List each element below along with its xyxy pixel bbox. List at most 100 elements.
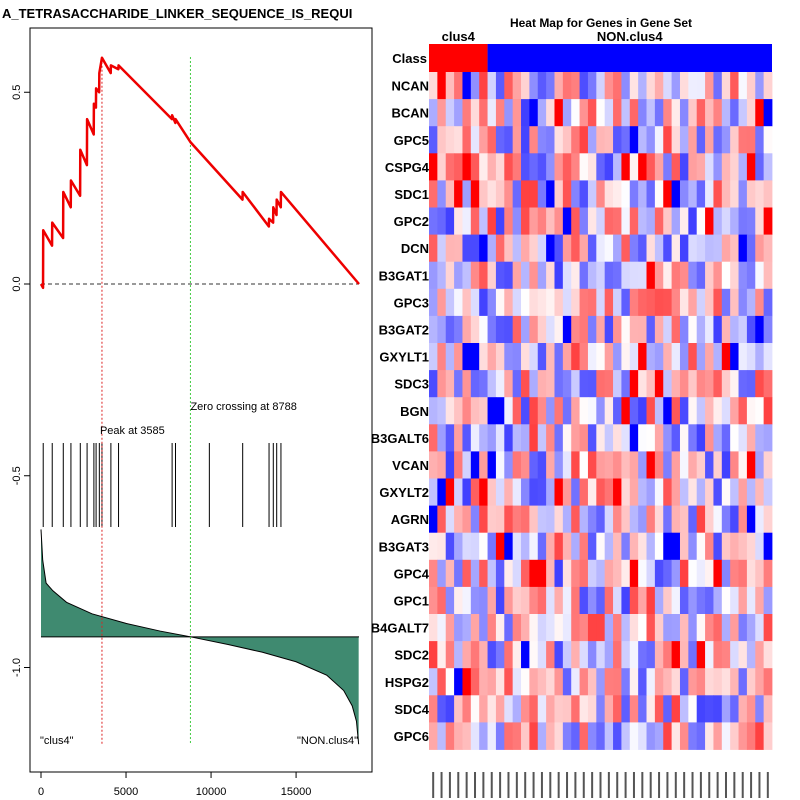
heatmap-cell: [429, 99, 438, 127]
heatmap-cell: [495, 614, 505, 642]
row-label: GPC4: [394, 566, 430, 581]
heatmap-cell: [688, 451, 698, 479]
heatmap-cell: [755, 641, 765, 669]
heatmap-cell: [537, 370, 547, 398]
heatmap-cell: [629, 180, 639, 208]
heatmap-cell: [688, 532, 698, 561]
heatmap-cell: [587, 722, 597, 750]
heatmap-cell: [738, 451, 748, 479]
heatmap-cell: [679, 153, 689, 181]
heatmap-cell: [621, 505, 631, 534]
heatmap-cell: [746, 614, 756, 642]
heatmap-cell: [746, 315, 756, 344]
column-sample-tick: [599, 772, 602, 798]
column-sample-tick: [566, 772, 569, 798]
heatmap-cell: [663, 424, 673, 452]
heatmap-cell: [604, 343, 614, 371]
heatmap-cell: [454, 668, 463, 696]
heatmap-cell: [663, 153, 673, 181]
heatmap-cell: [696, 668, 706, 696]
heatmap-cell: [705, 315, 714, 344]
heatmap-cell: [638, 505, 647, 534]
column-sample-tick: [574, 772, 577, 798]
heatmap-cell: [604, 559, 614, 588]
heatmap-cell: [763, 315, 773, 344]
heatmap-cell: [755, 695, 765, 723]
heatmap-cell: [621, 641, 631, 669]
heatmap-cell: [596, 695, 606, 723]
heatmap-cell: [730, 586, 739, 615]
heatmap-cell: [654, 614, 664, 642]
heatmap-cell: [721, 153, 731, 181]
heatmap-cell: [571, 641, 580, 669]
heatmap-cell: [671, 207, 681, 235]
heatmap-cell: [521, 559, 530, 588]
heatmap-cell: [504, 451, 514, 479]
heatmap-cell: [521, 722, 530, 750]
heatmap-cell: [521, 586, 530, 615]
heatmap-cell: [738, 153, 748, 181]
heatmap-cell: [529, 207, 539, 235]
heatmap-cell: [487, 72, 497, 100]
heatmap-cell: [537, 72, 547, 100]
heatmap-cell: [646, 614, 656, 642]
heatmap-cell: [721, 72, 731, 100]
heatmap-cell: [571, 505, 580, 534]
heatmap-cell: [629, 478, 639, 506]
heatmap-cell: [721, 451, 731, 479]
heatmap-cell: [587, 478, 597, 506]
heatmap-cell: [696, 153, 706, 181]
heatmap-cell: [504, 478, 514, 506]
heatmap-cell: [587, 505, 597, 534]
heatmap-cell: [604, 99, 614, 127]
column-sample-tick: [683, 772, 686, 798]
heatmap-cell: [613, 315, 622, 344]
heatmap-cell: [587, 559, 597, 588]
column-sample-tick: [474, 772, 477, 798]
heatmap-cell: [479, 261, 488, 290]
heatmap-cell: [445, 288, 455, 317]
row-label: GPC2: [394, 214, 429, 229]
heatmap-cell: [571, 153, 580, 181]
enrichment-score-line: [39, 56, 360, 290]
heatmap-cell: [654, 261, 664, 290]
heatmap-cell: [763, 668, 773, 696]
heatmap-cell: [671, 261, 681, 290]
heatmap-cell: [429, 695, 438, 723]
heatmap-cell: [604, 288, 614, 317]
heatmap-cell: [738, 641, 748, 669]
heatmap-cell: [613, 288, 622, 317]
heatmap-cell: [763, 559, 773, 588]
heatmap-cell: [554, 343, 564, 371]
heatmap-cell: [495, 153, 505, 181]
heatmap-cell: [721, 614, 731, 642]
heatmap-cell: [638, 478, 647, 506]
heatmap-cell: [613, 614, 622, 642]
heatmap-cell: [437, 722, 447, 750]
heatmap-cell: [763, 397, 773, 425]
heatmap-cell: [663, 668, 673, 696]
heatmap-cell: [462, 126, 472, 154]
heatmap-cell: [604, 668, 614, 696]
heatmap-cell: [663, 451, 673, 479]
heatmap-cell: [646, 315, 656, 344]
heatmap-cell: [445, 343, 455, 371]
row-label: B3GAT1: [379, 268, 429, 283]
heatmap-cell: [521, 505, 530, 534]
heatmap-cell: [671, 424, 681, 452]
heatmap-cell: [562, 641, 572, 669]
heatmap-cell: [462, 180, 472, 208]
heatmap-cell: [713, 234, 723, 263]
heatmap-cell: [654, 641, 664, 669]
heatmap-cell: [679, 397, 689, 425]
heatmap-cell: [730, 424, 739, 452]
heatmap-cell: [730, 397, 739, 425]
heatmap-cell: [587, 614, 597, 642]
heatmap-cell: [587, 451, 597, 479]
heatmap-cell: [504, 586, 514, 615]
heatmap-cell: [579, 234, 589, 263]
heatmap-cell: [721, 668, 731, 696]
heatmap-cell: [746, 72, 756, 100]
heatmap-cell: [705, 207, 714, 235]
heatmap-cell: [696, 559, 706, 588]
